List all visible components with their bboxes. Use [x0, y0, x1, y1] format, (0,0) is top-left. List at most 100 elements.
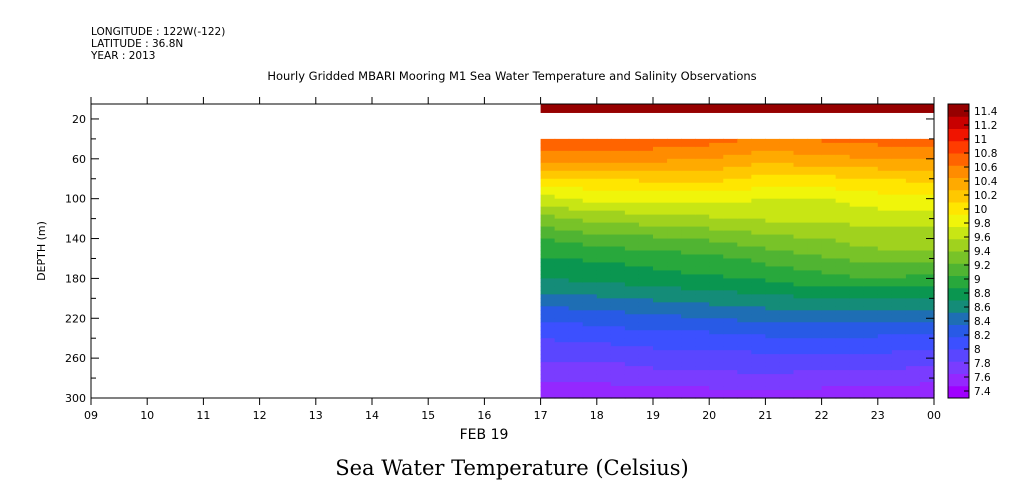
field-cell: [554, 182, 570, 188]
field-cell: [568, 274, 584, 280]
field-cell: [624, 254, 640, 260]
field-cell: [610, 306, 626, 311]
field-cell: [723, 138, 738, 144]
field-cell: [624, 146, 640, 152]
field-cell: [919, 250, 935, 256]
field-cell: [835, 162, 851, 168]
field-cell: [793, 210, 809, 216]
field-cell: [835, 226, 851, 232]
field-cell: [849, 314, 865, 319]
field-cell: [540, 182, 556, 188]
field-cell: [681, 218, 696, 224]
field-cell: [807, 330, 823, 335]
field-cell: [596, 358, 612, 363]
field-cell: [540, 270, 556, 276]
field-cell: [596, 178, 612, 184]
field-cell: [624, 142, 640, 148]
field-cell: [638, 266, 654, 272]
field-cell: [877, 294, 893, 299]
field-cell: [849, 210, 865, 216]
field-cell: [709, 266, 724, 272]
field-cell: [779, 194, 795, 200]
field-cell: [554, 142, 570, 148]
field-cell: [709, 154, 724, 160]
field-cell: [610, 350, 626, 355]
field-cell: [905, 242, 921, 248]
field-cell: [681, 270, 696, 276]
field-cell: [765, 138, 781, 144]
field-cell: [877, 218, 893, 224]
field-cell: [751, 302, 766, 307]
field-cell: [667, 246, 682, 252]
field-cell: [807, 314, 823, 319]
field-cell: [835, 206, 851, 212]
field-cell: [709, 150, 724, 156]
field-cell: [554, 342, 570, 347]
field-cell: [568, 278, 584, 283]
field-cell: [891, 158, 907, 164]
field-cell: [905, 222, 921, 228]
field-cell: [638, 150, 654, 156]
field-cell: [582, 394, 598, 399]
field-cell: [638, 222, 654, 228]
field-cell: [653, 298, 668, 303]
field-cell: [863, 262, 879, 268]
field-cell: [751, 166, 766, 172]
field-cell: [919, 142, 935, 148]
field-cell: [891, 354, 907, 359]
field-cell: [765, 218, 781, 224]
field-cell: [835, 158, 851, 164]
field-cell: [737, 150, 752, 156]
field-cell: [596, 262, 612, 268]
field-cell: [905, 366, 921, 371]
field-cell: [849, 174, 865, 180]
field-cell: [905, 270, 921, 276]
field-cell: [554, 138, 570, 144]
field-cell: [638, 270, 654, 276]
field-cell: [624, 302, 640, 307]
field-cell: [751, 290, 766, 295]
field-cell: [877, 378, 893, 383]
field-cell: [582, 318, 598, 323]
field-cell: [681, 210, 696, 216]
field-cell: [807, 302, 823, 307]
field-cell: [737, 142, 752, 148]
field-cell: [891, 286, 907, 291]
field-cell: [849, 214, 865, 220]
field-cell: [849, 166, 865, 172]
field-cell: [919, 198, 935, 204]
field-cell: [891, 170, 907, 176]
field-cell: [835, 278, 851, 283]
field-cell: [919, 170, 935, 176]
field-cell: [863, 386, 879, 391]
field-cell: [540, 318, 556, 323]
field-cell: [877, 258, 893, 264]
field-cell: [582, 226, 598, 232]
field-cell: [779, 158, 795, 164]
field-cell: [653, 154, 668, 160]
field-cell: [582, 290, 598, 295]
colorbar-swatch: [948, 202, 969, 215]
field-cell: [681, 298, 696, 303]
field-cell: [610, 338, 626, 343]
field-cell: [568, 298, 584, 303]
field-cell: [737, 386, 752, 391]
field-cell: [751, 306, 766, 311]
field-cell: [568, 234, 584, 240]
field-cell: [765, 166, 781, 172]
field-cell: [751, 146, 766, 152]
field-cell: [877, 174, 893, 180]
field-cell: [737, 338, 752, 343]
field-cell: [653, 274, 668, 280]
field-cell: [835, 266, 851, 272]
field-cell: [751, 142, 766, 148]
x-tick-label: 00: [927, 409, 941, 422]
field-cell: [919, 286, 935, 291]
field-cell: [751, 178, 766, 184]
field-cell: [610, 370, 626, 375]
field-cell: [835, 250, 851, 256]
field-cell: [554, 366, 570, 371]
field-cell: [540, 386, 556, 391]
field-cell: [793, 294, 809, 299]
field-cell: [582, 358, 598, 363]
